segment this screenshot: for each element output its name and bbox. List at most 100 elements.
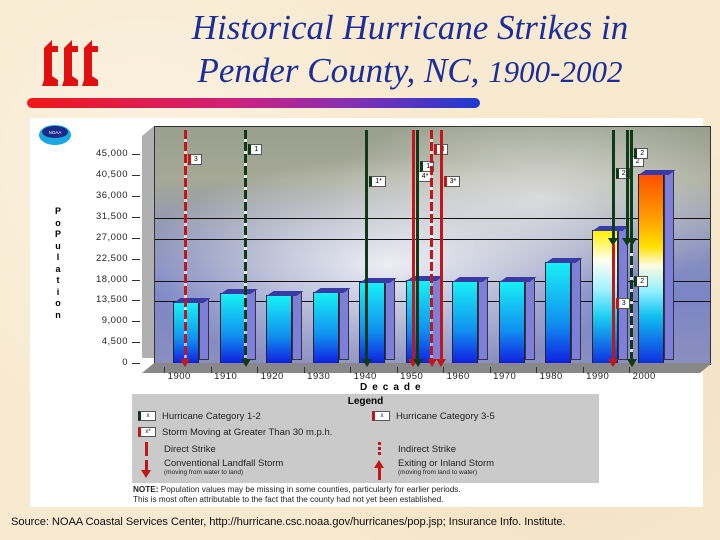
legend-item-indirect-strike: Indirect Strike [398,444,457,455]
y-tick-mark [132,258,140,260]
x-tick-label: 1930 [307,371,331,382]
x-tick-label: 1980 [539,371,563,382]
x-tick-mark [350,367,351,373]
x-tick-mark [210,367,212,373]
arrow-down-icon [608,238,619,246]
storm-category-flag: 3 [187,154,202,165]
storm-category-flag: 3 [615,298,630,309]
strike-line [244,130,248,359]
dashed-line-icon [378,442,381,456]
storm-category-flag: 2 [634,148,649,159]
storm-category-flag: 1 [248,144,263,155]
arrow-down-icon [426,359,437,367]
y-tick-mark [132,154,140,156]
bar-1970 [498,273,537,364]
legend-item-exiting: Exiting or Inland Storm (moving from lan… [398,458,495,476]
y-tick-mark [132,342,140,344]
x-tick-label: 1940 [353,371,377,382]
x-tick-label: 1920 [260,371,284,382]
strike-line [611,244,615,359]
bar-1930 [312,284,351,364]
x-axis-label: Decade [360,382,426,393]
legend: Legend x Hurricane Category 1-2 x Hurrican… [132,394,599,483]
x-tick-label: 1960 [446,371,470,382]
legend-item-direct-strike: Direct Strike [164,444,216,455]
x-tick-mark [582,367,584,373]
legend-item-category-3-5: x Hurricane Category 3-5 [372,411,495,422]
strike-line [416,130,420,359]
x-tick-label: 1990 [586,371,610,382]
arrow-down-icon [626,238,637,246]
y-tick-label: 0 [122,357,128,368]
bar-2000 [638,166,676,364]
flag-icon-star: x* [138,427,156,438]
title-gradient-bar [27,98,480,108]
bar-1910 [219,285,258,364]
strike-line [630,130,634,238]
y-tick-mark [132,363,140,364]
arrow-down-icon [361,359,372,367]
y-tick-label: 18,000 [95,273,128,285]
strike-line [625,130,629,238]
legend-title: Legend [347,396,384,407]
iii-logo [42,40,98,86]
storm-category-flag: 1* [369,176,386,187]
bar-1960 [452,273,490,364]
y-tick-mark [132,217,140,218]
y-tick-label: 31,500 [95,211,128,222]
chart-side-wall [142,126,154,358]
storm-category-flag: 3* [443,176,461,187]
x-tick-label: 1970 [493,371,517,382]
x-tick-mark [629,367,630,373]
y-tick-label: 36,000 [95,190,128,202]
y-tick-label: 27,000 [95,231,128,243]
x-tick-mark [257,367,258,373]
solid-line-icon [145,442,148,456]
y-tick-mark [132,175,140,177]
y-tick-label: 13,500 [95,294,128,306]
title-line-1: Historical Hurricane Strikes in [191,8,629,47]
note-text: NOTE: Population values may be missing i… [133,485,461,504]
x-tick-label: 1900 [167,371,191,382]
y-tick-mark [132,279,140,281]
y-tick-mark [132,237,140,239]
arrow-down-icon [412,359,423,367]
noaa-logo: NOAA [39,125,71,145]
legend-item-landfall: Conventional Landfall Storm (moving from… [164,458,284,476]
bar-1920 [266,287,304,364]
x-tick-mark [443,367,444,373]
x-tick-label: 2000 [632,371,656,382]
arrow-down-icon [436,359,447,367]
x-tick-mark [489,367,491,373]
y-tick-mark [132,300,140,302]
flag-icon-red: x [372,411,390,422]
x-tick-mark [536,367,537,373]
storm-category-flag: 2 [615,168,630,179]
arrow-down-icon [608,359,619,367]
y-tick-label: 40,500 [95,169,128,181]
storm-category-flag: 1 [420,161,435,172]
arrow-down-icon [240,359,251,367]
page-title: Historical Hurricane Strikes in Pender C… [130,6,690,93]
svg-text:NOAA: NOAA [49,130,62,135]
x-tick-label: 1910 [214,371,238,382]
strike-line [630,244,634,359]
chart-floor [142,363,712,373]
arrow-down-icon [626,359,637,367]
legend-item-fast-storm: x* Storm Moving at Greater Than 30 m.p.h. [138,427,332,438]
x-tick-mark [303,367,305,373]
strike-line [611,130,615,238]
strike-line [365,130,369,359]
strike-line [439,130,443,359]
x-tick-mark [396,367,398,373]
strike-line [430,130,434,359]
bar-1980 [545,254,583,364]
title-line-2: Pender County, NC, 1900-2002 [197,51,623,90]
x-tick-mark [164,367,165,373]
y-tick-mark [132,321,140,323]
strike-line [411,130,415,359]
bar-1940 [359,274,397,364]
y-tick-label: 45,000 [95,148,128,160]
